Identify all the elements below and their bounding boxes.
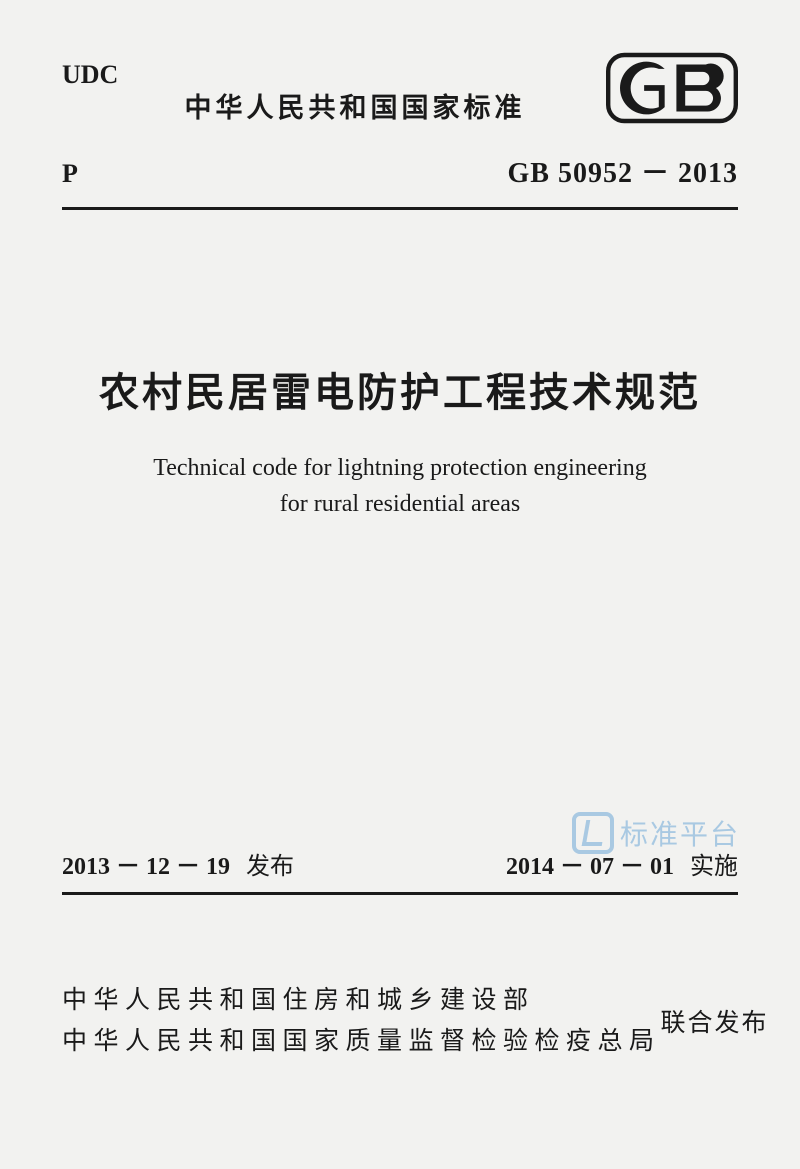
standard-cover-page: UDC 中华人民共和国国家标准 P GB 50952 － 2013 农村民居雷电… bbox=[0, 0, 800, 1169]
document-title-chinese: 农村民居雷电防护工程技术规范 bbox=[62, 360, 738, 418]
issue-date: 2013 － 12 － 19 bbox=[62, 854, 230, 880]
effective-label: 实施 bbox=[690, 854, 738, 880]
joint-issue-label: 联合发布 bbox=[661, 1003, 769, 1039]
issue-label: 发布 bbox=[246, 854, 294, 880]
document-title-english: Technical code for lightning protection … bbox=[62, 450, 738, 522]
top-divider-rule bbox=[62, 207, 738, 210]
gb-logo bbox=[606, 52, 738, 124]
title-english-line2: for rural residential areas bbox=[280, 491, 521, 517]
title-english-line1: Technical code for lightning protection … bbox=[153, 455, 646, 481]
title-block: 农村民居雷电防护工程技术规范 Technical code for lightn… bbox=[62, 360, 738, 522]
issuer-line-1: 中华人民共和国住房和城乡建设部 bbox=[62, 980, 661, 1021]
gb-logo-svg bbox=[606, 52, 738, 124]
issuer-line-2: 中华人民共和国国家质量监督检验检疫总局 bbox=[62, 1021, 661, 1062]
mid-divider-rule bbox=[62, 892, 738, 895]
standard-number: GB 50952 － 2013 bbox=[508, 151, 738, 191]
issue-date-block: 2013 － 12 － 19 发布 bbox=[62, 846, 294, 881]
dates-row: 2013 － 12 － 19 发布 2014 － 07 － 01 实施 bbox=[62, 846, 738, 881]
header-row-2: P GB 50952 － 2013 bbox=[62, 151, 738, 191]
effective-date-block: 2014 － 07 － 01 实施 bbox=[506, 846, 738, 881]
issuer-block: 中华人民共和国住房和城乡建设部 中华人民共和国国家质量监督检验检疫总局 联合发布 bbox=[62, 980, 738, 1063]
effective-date: 2014 － 07 － 01 bbox=[506, 854, 674, 880]
classification-p-label: P bbox=[62, 159, 78, 189]
udc-label: UDC bbox=[62, 60, 118, 90]
issuer-organizations: 中华人民共和国住房和城乡建设部 中华人民共和国国家质量监督检验检疫总局 bbox=[62, 980, 661, 1063]
